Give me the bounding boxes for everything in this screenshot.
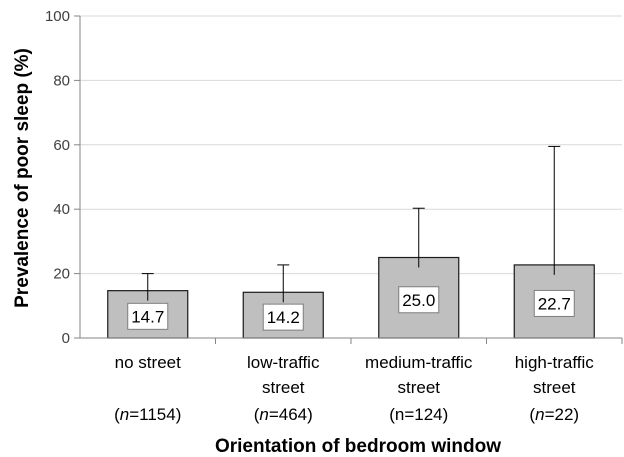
x-category-label: street [533, 378, 576, 397]
data-label: 22.7 [538, 294, 571, 313]
gridlines [80, 15, 622, 275]
x-axis-title: Orientation of bedroom window [215, 436, 501, 457]
y-tick-label: 100 [45, 8, 70, 25]
y-tick-label: 40 [53, 201, 70, 218]
x-category-label: street [397, 378, 440, 397]
y-tick-label: 20 [53, 266, 70, 283]
sample-size-label: (n=1154) [114, 405, 181, 424]
sample-size-label: (n=124) [389, 405, 448, 424]
y-tick-label: 80 [53, 72, 70, 89]
x-category-label: low-traffic [247, 353, 320, 372]
data-label-box [262, 303, 304, 331]
axes [74, 15, 623, 344]
x-category-label: medium-traffic [365, 353, 473, 372]
y-tick-label: 0 [62, 330, 70, 347]
data-label-box [398, 286, 440, 314]
sample-size-label: (n=22) [529, 405, 579, 424]
x-category-label: street [262, 378, 305, 397]
x-category-label: high-traffic [515, 353, 595, 372]
bars [107, 145, 595, 339]
y-tick-label: 60 [53, 137, 70, 154]
data-label-box [127, 302, 169, 330]
data-label: 25.0 [402, 291, 435, 310]
data-label: 14.2 [267, 308, 300, 327]
data-label-box [533, 289, 575, 317]
y-axis-title: Prevalence of poor sleep (%) [12, 48, 33, 308]
sample-size-label: (n=464) [254, 405, 313, 424]
data-label: 14.7 [131, 307, 164, 326]
labels: 0 20 40 60 80 100 14.7 no street (n=1154) 14.2 low… [45, 8, 594, 424]
x-category-label: no street [115, 353, 181, 372]
